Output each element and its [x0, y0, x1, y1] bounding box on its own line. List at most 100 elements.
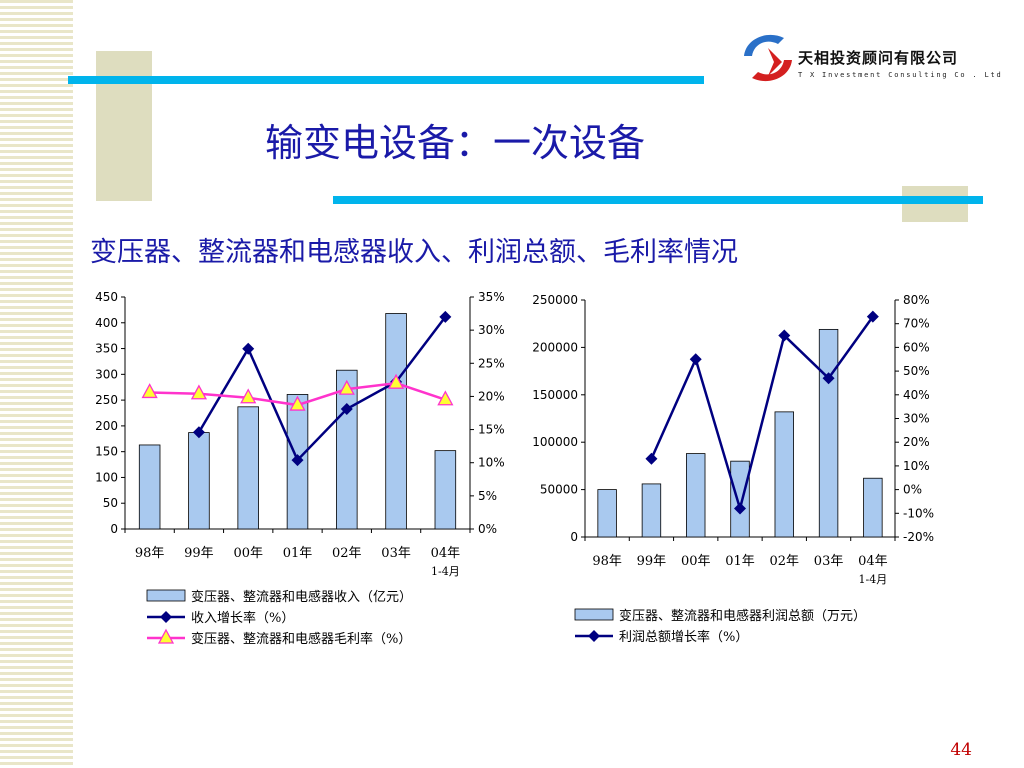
- data-point: [192, 426, 205, 439]
- x-tick-label: 04年: [431, 546, 461, 561]
- x-tick-label: 98年: [592, 554, 622, 569]
- bar: [686, 453, 706, 538]
- bar: [385, 313, 407, 530]
- right-tick-label: -10%: [903, 506, 934, 520]
- right-tick-label: 15%: [478, 423, 505, 437]
- right-tick-label: 35%: [478, 290, 505, 304]
- accent-line-top: [68, 76, 704, 84]
- left-tick-label: 350: [95, 342, 118, 356]
- left-tick-label: 450: [95, 290, 118, 304]
- deco-block-left: [96, 51, 152, 201]
- data-point: [689, 353, 702, 366]
- logo-name-cn: 天相投资顾问有限公司: [798, 49, 959, 67]
- series-line: [197, 316, 447, 463]
- left-tick-label: 150000: [532, 388, 578, 402]
- x-tick-label: 01年: [283, 546, 313, 561]
- bar: [138, 444, 161, 530]
- x-tick-label: 02年: [332, 546, 362, 561]
- data-point: [338, 379, 355, 395]
- legend-marker: [588, 630, 600, 642]
- bar: [336, 369, 358, 530]
- left-stripe-decoration: [0, 0, 73, 768]
- x-tick-label: 1-4月: [858, 573, 887, 586]
- right-tick-label: 0%: [478, 522, 497, 536]
- left-tick-label: 0: [110, 522, 118, 536]
- left-tick-label: 400: [95, 316, 118, 330]
- legend-label: 利润总额增长率（%）: [619, 629, 748, 645]
- left-tick-label: 250000: [532, 293, 578, 307]
- bar: [434, 450, 457, 530]
- data-point: [437, 390, 454, 406]
- legend-marker: [157, 628, 175, 644]
- legend-marker: [160, 611, 172, 623]
- company-logo: 天相投资顾问有限公司 T X Investment Consulting Co …: [738, 26, 1001, 90]
- right-tick-label: 10%: [478, 456, 505, 470]
- left-tick-label: 0: [570, 530, 578, 544]
- left-tick-label: 100: [95, 470, 118, 484]
- right-tick-label: 70%: [903, 317, 930, 331]
- data-point: [291, 454, 304, 467]
- bar: [597, 489, 617, 538]
- left-tick-label: 200: [95, 419, 118, 433]
- bar: [818, 328, 839, 538]
- slide-subtitle: 变压器、整流器和电感器收入、利润总额、毛利率情况: [90, 237, 738, 268]
- right-tick-label: 50%: [903, 364, 930, 378]
- x-tick-label: 02年: [770, 554, 800, 569]
- right-tick-label: -20%: [903, 530, 934, 544]
- right-tick-label: 80%: [903, 293, 930, 307]
- right-tick-label: 30%: [478, 323, 505, 337]
- slide-title: 输变电设备：一次设备: [265, 121, 646, 165]
- x-tick-label: 04年: [858, 554, 888, 569]
- right-tick-label: 0%: [903, 483, 922, 497]
- bar: [863, 477, 883, 538]
- x-tick-label: 00年: [681, 554, 711, 569]
- left-tick-label: 300: [95, 367, 118, 381]
- data-point: [734, 502, 746, 515]
- left-tick-label: 150: [95, 445, 118, 459]
- right-tick-label: 60%: [903, 340, 930, 354]
- data-point: [242, 342, 255, 355]
- data-point: [778, 329, 791, 342]
- deco-block-right: [902, 186, 968, 222]
- legend-label: 变压器、整流器和电感器利润总额（万元）: [619, 608, 866, 624]
- data-point: [240, 388, 257, 404]
- data-point: [190, 384, 208, 400]
- right-tick-label: 25%: [478, 356, 505, 370]
- bar: [730, 460, 750, 538]
- data-point: [439, 310, 452, 323]
- left-tick-label: 200000: [532, 340, 578, 354]
- series-line: [650, 315, 874, 514]
- x-tick-label: 01年: [725, 554, 755, 569]
- logo-name-en: T X Investment Consulting Co . Ltd: [798, 71, 1003, 79]
- bar: [237, 406, 259, 530]
- x-tick-label: 98年: [135, 546, 165, 561]
- legend-label: 变压器、整流器和电感器收入（亿元）: [191, 589, 412, 605]
- right-tick-label: 20%: [478, 389, 505, 403]
- legend-swatch: [574, 608, 614, 621]
- x-tick-label: 1-4月: [431, 565, 460, 578]
- bar: [774, 411, 794, 538]
- profit-chart: 0 50000 100000 150000 200000 250000 -20% -10% 0%…: [532, 293, 934, 645]
- data-point: [387, 373, 405, 389]
- right-tick-label: 10%: [903, 459, 930, 473]
- data-point: [289, 395, 306, 411]
- legend-swatch: [146, 589, 186, 602]
- bar: [641, 483, 662, 538]
- x-tick-label: 99年: [184, 546, 214, 561]
- x-tick-label: 99年: [637, 554, 667, 569]
- page-number: 44: [950, 740, 972, 760]
- left-tick-label: 50: [103, 496, 118, 510]
- data-point: [340, 403, 353, 416]
- data-point: [645, 452, 658, 465]
- data-point: [822, 372, 835, 385]
- data-point: [141, 383, 158, 399]
- right-tick-label: 30%: [903, 412, 930, 426]
- data-point: [866, 310, 879, 323]
- accent-line-bottom: [333, 196, 983, 204]
- left-tick-label: 100000: [532, 435, 578, 449]
- legend-label: 变压器、整流器和电感器毛利率（%）: [191, 631, 411, 647]
- revenue-chart: 0 50 100 150 200 250 300 350 400 450 0% 5% 10% 15% 20%…: [95, 290, 505, 647]
- x-tick-label: 03年: [814, 554, 844, 569]
- logo-mark-icon: [744, 34, 792, 82]
- bar: [188, 432, 210, 530]
